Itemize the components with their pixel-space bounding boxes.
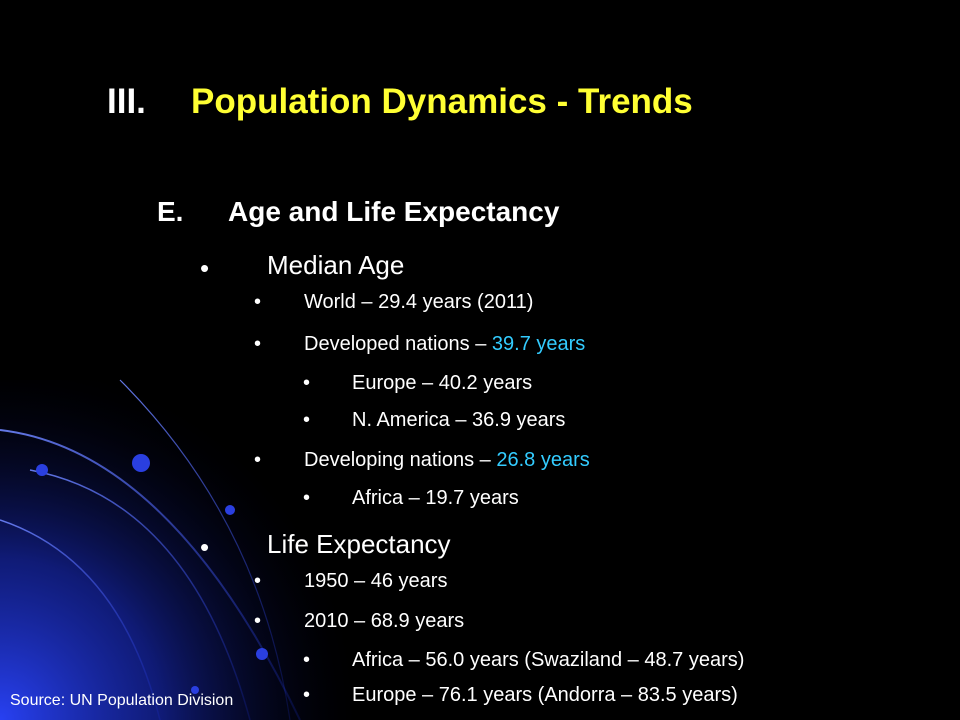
life-expectancy-1950: 1950 – 46 years	[304, 570, 448, 592]
developed-value: 39.7 years	[491, 333, 586, 355]
developing-label: Developing nations –	[304, 449, 497, 471]
life-expectancy-heading: Life Expectancy	[267, 529, 451, 559]
decorative-dot	[36, 464, 48, 476]
bullet-icon: •	[254, 449, 262, 471]
developed-label: Developed nations –	[304, 333, 492, 355]
bullet-icon: •	[200, 253, 210, 283]
developed-median-age: Developed nations – 39.7 years	[304, 333, 585, 356]
source-note: Source: UN Population Division	[10, 692, 234, 709]
median-age-heading: Median Age	[267, 250, 405, 280]
title-text: Population Dynamics - Trends	[191, 82, 693, 121]
bullet-icon: •	[303, 649, 311, 671]
title-number: III.	[107, 82, 146, 121]
decorative-dot	[256, 648, 268, 660]
bullet-icon: •	[303, 372, 311, 394]
section-letter: E.	[157, 196, 184, 227]
developing-value: 26.8 years	[496, 449, 590, 471]
africa-life-expectancy: Africa – 56.0 years (Swaziland – 48.7 ye…	[352, 649, 745, 671]
section-title: Age and Life Expectancy	[228, 196, 560, 227]
decorative-dot	[132, 454, 150, 472]
africa-median-age: Africa – 19.7 years	[352, 487, 519, 509]
life-expectancy-2010: 2010 – 68.9 years	[304, 610, 465, 632]
bullet-icon: •	[200, 532, 210, 562]
world-median-age: World – 29.4 years (2011)	[304, 291, 534, 313]
bullet-icon: •	[254, 570, 262, 592]
bullet-icon: •	[303, 409, 311, 431]
decorative-dot	[191, 686, 199, 694]
bullet-icon: •	[254, 610, 262, 632]
europe-median-age: Europe – 40.2 years	[352, 372, 533, 394]
decorative-dot	[225, 505, 235, 515]
bullet-icon: •	[303, 487, 311, 509]
slide-title: III. Population Dynamics - Trends	[107, 82, 693, 122]
n-america-median-age: N. America – 36.9 years	[352, 409, 566, 431]
bullet-icon: •	[254, 291, 262, 313]
section-heading: E. Age and Life Expectancy	[157, 196, 559, 228]
bullet-icon: •	[254, 333, 262, 355]
europe-life-expectancy: Europe – 76.1 years (Andorra – 83.5 year…	[352, 684, 738, 706]
developing-median-age: Developing nations – 26.8 years	[304, 449, 590, 472]
bullet-icon: •	[303, 684, 311, 706]
